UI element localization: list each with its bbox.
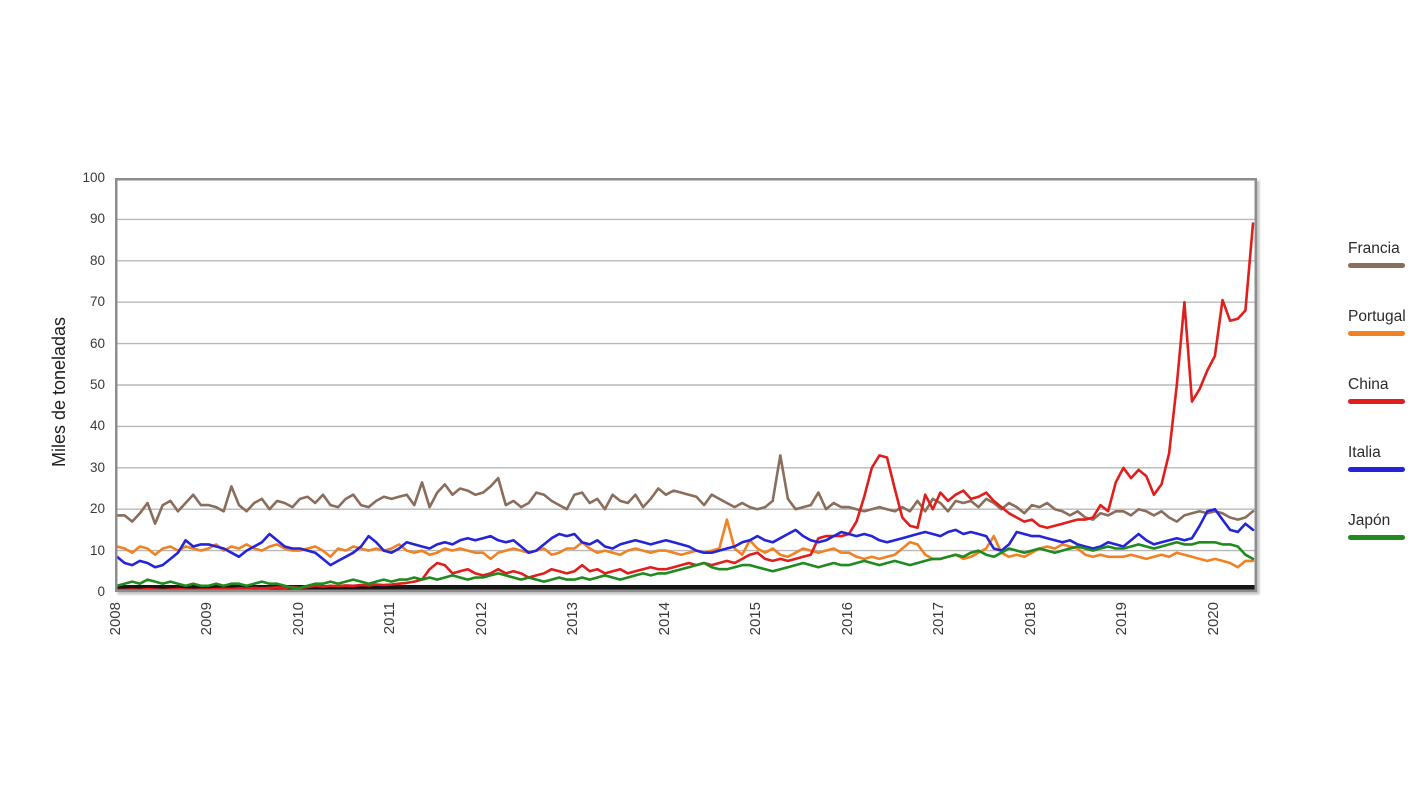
y-tick-label-30: 30 (89, 459, 105, 475)
series-line-italia (115, 507, 1255, 569)
legend-label-francia: Francia (1348, 240, 1400, 257)
series-line-portugal (115, 518, 1255, 569)
legend-swatch-italia (1348, 467, 1405, 472)
legend-label-portugal: Portugal (1348, 308, 1406, 325)
y-tick-label-20: 20 (89, 501, 105, 517)
legend-swatch-japón (1348, 535, 1405, 540)
plot-frame (115, 178, 1257, 592)
x-axis-baseline (116, 585, 1256, 591)
legend-swatch-portugal (1348, 331, 1405, 336)
legend-swatch-china (1348, 399, 1405, 404)
x-tick-label-2013: 2013 (564, 602, 582, 636)
x-tick-label-2009: 2009 (198, 602, 216, 636)
x-tick-label-2014: 2014 (655, 602, 673, 636)
x-tick-label-2016: 2016 (838, 602, 856, 636)
legend-label-italia: Italia (1348, 444, 1381, 461)
legend-label-china: China (1348, 376, 1389, 393)
legend-item-francia: Francia (1348, 240, 1424, 268)
chart-canvas (115, 178, 1257, 592)
plot-area (115, 178, 1257, 592)
x-tick-label-2012: 2012 (472, 602, 490, 636)
y-tick-label-40: 40 (89, 418, 105, 434)
legend-item-china: China (1348, 376, 1424, 404)
series-line-francia (115, 454, 1255, 526)
y-tick-label-70: 70 (89, 294, 105, 310)
x-tick-label-2018: 2018 (1021, 602, 1039, 636)
legend-item-japón: Japón (1348, 512, 1424, 540)
y-tick-label-50: 50 (89, 377, 105, 392)
y-tick-label-80: 80 (89, 252, 105, 268)
x-tick-label-2011: 2011 (381, 602, 399, 635)
y-tick-label-0: 0 (97, 584, 105, 599)
x-tick-label-2015: 2015 (747, 602, 765, 636)
legend-swatch-francia (1348, 263, 1405, 268)
x-tick-label-2017: 2017 (930, 602, 948, 636)
legend-item-italia: Italia (1348, 444, 1424, 472)
x-tick-label-2019: 2019 (1113, 602, 1131, 636)
x-tick-label-2008: 2008 (107, 602, 124, 636)
legend-label-japón: Japón (1348, 512, 1391, 529)
x-tick-label-2020: 2020 (1204, 602, 1222, 636)
series-line-japón (115, 540, 1255, 590)
y-tick-label-100: 100 (82, 170, 105, 185)
y-tick-label-60: 60 (89, 335, 105, 351)
y-tick-label-10: 10 (89, 542, 105, 558)
y-tick-label-90: 90 (89, 211, 105, 227)
legend-item-portugal: Portugal (1348, 308, 1424, 336)
series-line-china (115, 222, 1255, 592)
chart-legend: Francia Portugal China Italia Japón (1348, 240, 1424, 580)
x-tick-label-2010: 2010 (289, 602, 307, 636)
